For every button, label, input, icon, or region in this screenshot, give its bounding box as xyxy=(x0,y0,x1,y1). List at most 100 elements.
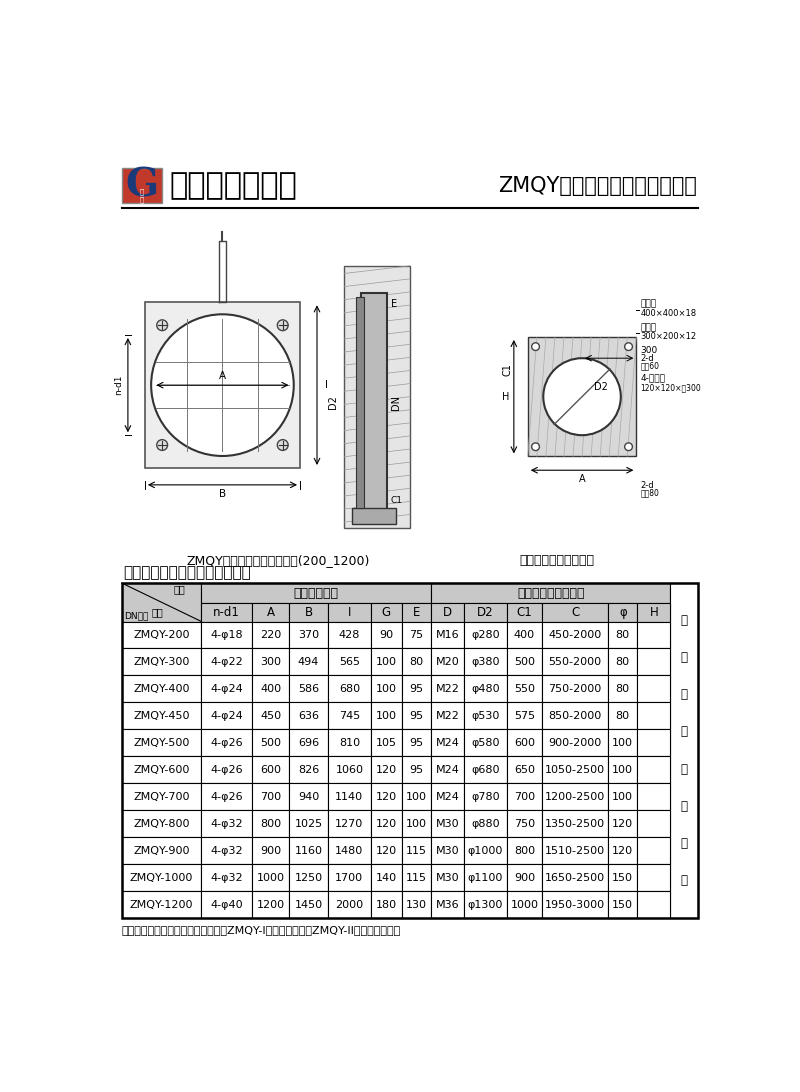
Text: 450: 450 xyxy=(260,711,281,721)
Bar xyxy=(431,621,464,649)
Text: φ880: φ880 xyxy=(471,819,500,829)
Bar xyxy=(122,838,202,864)
Bar xyxy=(464,729,507,757)
Text: D2: D2 xyxy=(594,382,607,392)
Bar xyxy=(328,676,370,702)
Text: M22: M22 xyxy=(436,711,459,721)
Bar xyxy=(507,649,542,676)
Text: 1200: 1200 xyxy=(257,900,285,910)
Text: 2-d: 2-d xyxy=(640,354,654,363)
Bar xyxy=(542,621,608,649)
Bar xyxy=(252,838,289,864)
Bar xyxy=(542,864,608,891)
Text: 120: 120 xyxy=(376,764,397,774)
Text: 600: 600 xyxy=(514,738,535,748)
Text: 1250: 1250 xyxy=(294,873,322,882)
Bar xyxy=(289,676,328,702)
Circle shape xyxy=(278,440,288,450)
Bar xyxy=(328,757,370,783)
Bar xyxy=(542,783,608,810)
Bar xyxy=(252,603,289,621)
Bar xyxy=(370,810,402,838)
Bar xyxy=(638,603,670,621)
Bar xyxy=(464,603,507,621)
Text: 115: 115 xyxy=(406,873,427,882)
Bar xyxy=(122,810,202,838)
Bar xyxy=(464,649,507,676)
Circle shape xyxy=(157,440,167,450)
Bar xyxy=(431,729,464,757)
Bar xyxy=(608,864,638,891)
Bar xyxy=(122,864,202,891)
Text: 根: 根 xyxy=(681,614,688,627)
Text: A: A xyxy=(578,474,586,485)
Text: 100: 100 xyxy=(612,764,634,774)
Bar xyxy=(289,783,328,810)
Text: 575: 575 xyxy=(514,711,535,721)
Bar xyxy=(464,838,507,864)
Bar xyxy=(542,676,608,702)
Text: G: G xyxy=(382,606,391,619)
Text: 2000: 2000 xyxy=(335,900,363,910)
Text: 100: 100 xyxy=(376,684,397,693)
Bar xyxy=(638,702,670,729)
Text: I: I xyxy=(348,606,351,619)
Bar xyxy=(638,783,670,810)
Text: n-d1: n-d1 xyxy=(114,375,123,395)
Bar xyxy=(608,757,638,783)
Text: 预埋件及预留孔基础图: 预埋件及预留孔基础图 xyxy=(520,555,594,567)
Bar xyxy=(361,293,386,512)
Bar xyxy=(328,891,370,918)
Text: 120: 120 xyxy=(612,845,634,856)
Text: 4-φ26: 4-φ26 xyxy=(210,738,243,748)
Bar xyxy=(202,676,252,702)
Bar xyxy=(402,757,431,783)
Bar xyxy=(402,891,431,918)
Bar xyxy=(328,702,370,729)
Bar xyxy=(202,649,252,676)
Bar xyxy=(202,810,252,838)
Text: 500: 500 xyxy=(260,738,281,748)
Text: 810: 810 xyxy=(338,738,360,748)
Bar xyxy=(202,621,252,649)
Text: 800: 800 xyxy=(514,845,535,856)
Text: 120: 120 xyxy=(376,845,397,856)
Text: 4-φ32: 4-φ32 xyxy=(210,819,243,829)
Bar xyxy=(638,649,670,676)
Text: DN规格: DN规格 xyxy=(124,612,148,620)
Bar xyxy=(431,810,464,838)
Text: φ280: φ280 xyxy=(471,630,500,640)
Bar xyxy=(122,891,202,918)
Text: M22: M22 xyxy=(436,684,459,693)
Text: 100: 100 xyxy=(376,657,397,667)
Bar xyxy=(122,649,202,676)
Text: 100: 100 xyxy=(406,792,427,802)
Bar xyxy=(252,757,289,783)
Bar xyxy=(122,621,202,649)
Text: G: G xyxy=(126,167,158,204)
Text: 550: 550 xyxy=(514,684,535,693)
Bar xyxy=(431,583,670,603)
Bar xyxy=(431,783,464,810)
Text: 95: 95 xyxy=(410,738,423,748)
Bar xyxy=(356,297,363,509)
Bar xyxy=(289,757,328,783)
Text: 900: 900 xyxy=(514,873,535,882)
Text: 100: 100 xyxy=(612,738,634,748)
Text: φ: φ xyxy=(619,606,626,619)
Text: 120: 120 xyxy=(612,819,634,829)
Text: 428: 428 xyxy=(338,630,360,640)
Text: 150: 150 xyxy=(612,900,634,910)
Bar xyxy=(252,864,289,891)
Text: 1200-2500: 1200-2500 xyxy=(545,792,605,802)
Bar xyxy=(252,783,289,810)
Bar xyxy=(202,783,252,810)
Text: 预埋件及预留孔尺寸: 预埋件及预留孔尺寸 xyxy=(517,586,585,600)
Text: D: D xyxy=(443,606,452,619)
Text: C1: C1 xyxy=(517,606,532,619)
Bar xyxy=(402,603,431,621)
Bar xyxy=(464,783,507,810)
Text: 100: 100 xyxy=(406,819,427,829)
Text: 600: 600 xyxy=(260,764,281,774)
Text: 100: 100 xyxy=(612,792,634,802)
